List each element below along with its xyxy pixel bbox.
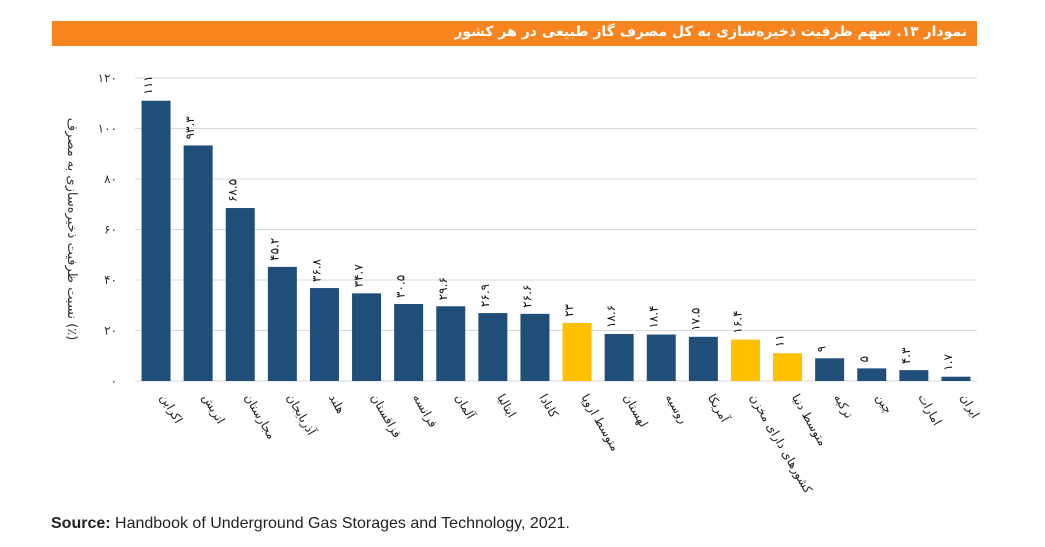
y-axis-label: نسبت ظرفیت ذخیره‌سازی به مصرف (٪) bbox=[64, 118, 79, 341]
bar bbox=[562, 322, 592, 381]
category-label: قزاقستان bbox=[367, 392, 404, 441]
data-label: ۹ bbox=[815, 346, 829, 352]
bar bbox=[688, 336, 718, 381]
data-label: ۵ bbox=[857, 356, 871, 362]
bar bbox=[646, 334, 676, 381]
data-label: ۱۶.۴ bbox=[730, 310, 744, 333]
y-tick-label: ۱۰۰ bbox=[98, 122, 117, 136]
category-label: آمریکا bbox=[704, 391, 733, 426]
bar bbox=[730, 339, 760, 381]
category-label: فرانسه bbox=[409, 392, 440, 431]
category-label: چین bbox=[872, 392, 895, 417]
data-label: ۱۷.۵ bbox=[688, 308, 702, 331]
bar bbox=[941, 376, 971, 381]
source-text: Handbook of Underground Gas Storages and… bbox=[115, 515, 570, 532]
category-label: روسیه bbox=[662, 392, 691, 427]
source-label: Source: bbox=[51, 515, 111, 532]
category-label: لهستان bbox=[621, 392, 651, 430]
bar bbox=[815, 358, 845, 381]
data-label: ۲۹.۶ bbox=[436, 277, 450, 300]
data-label: ۲۳ bbox=[562, 303, 576, 316]
y-tick-label: ۶۰ bbox=[104, 223, 117, 237]
category-label: مجارستان bbox=[241, 392, 279, 443]
bar bbox=[141, 100, 171, 381]
category-label: اکراین bbox=[157, 392, 186, 427]
y-tick-label: ۰ bbox=[111, 374, 117, 388]
bar bbox=[604, 334, 634, 381]
data-label: ۴.۳ bbox=[899, 347, 913, 364]
data-label: ۱۸.۴ bbox=[646, 305, 660, 328]
bar bbox=[183, 145, 213, 381]
bar bbox=[394, 303, 424, 381]
bar bbox=[478, 313, 508, 381]
bar bbox=[267, 266, 297, 381]
data-label: ۲۶.۹ bbox=[478, 284, 492, 307]
category-label: ایتالیا bbox=[494, 392, 519, 421]
category-label: آذربایجان bbox=[283, 391, 320, 439]
data-label: ۱۱ bbox=[773, 334, 787, 347]
category-label: متوسط دنیا bbox=[788, 392, 830, 449]
y-tick-label: ۴۰ bbox=[104, 273, 117, 287]
bar bbox=[520, 313, 550, 381]
data-label: ۲۶.۶ bbox=[520, 285, 534, 308]
bar bbox=[225, 208, 255, 381]
data-label: ۹۳.۳ bbox=[183, 116, 197, 140]
bar bbox=[899, 370, 929, 381]
y-tick-label: ۸۰ bbox=[104, 172, 117, 186]
data-label: ۱۸.۶ bbox=[604, 305, 618, 328]
data-label: ۱.۷ bbox=[941, 353, 955, 370]
category-label: امارات bbox=[914, 392, 944, 429]
bar bbox=[352, 293, 382, 381]
data-label: ۳۴.۷ bbox=[352, 264, 366, 288]
data-label: ۳۶.۸ bbox=[309, 258, 323, 282]
source-note: Source: Handbook of Underground Gas Stor… bbox=[51, 515, 570, 533]
bar-chart: ۰ ۲۰ ۴۰ ۶۰ ۸۰ ۱۰۰ ۱۲۰ نسبت ظرفیت ذخیره‌سازی به … bbox=[64, 71, 982, 496]
category-label: متوسط اروپا bbox=[578, 392, 623, 454]
category-label: اتریش bbox=[199, 392, 228, 427]
data-label: ۳۰.۵ bbox=[394, 275, 408, 298]
chart-title-bar: نمودار ۱۳. سهم ظرفیت ذخیره‌سازی به کل مص… bbox=[52, 21, 977, 46]
category-label: ایران bbox=[956, 392, 982, 422]
bar bbox=[857, 368, 887, 381]
bar bbox=[436, 306, 466, 381]
category-label: هلند bbox=[326, 392, 348, 417]
bar bbox=[309, 288, 339, 381]
data-label: ۴۵.۲ bbox=[267, 238, 281, 261]
chart-title: نمودار ۱۳. سهم ظرفیت ذخیره‌سازی به کل مص… bbox=[454, 24, 967, 40]
category-label: کانادا bbox=[536, 392, 561, 421]
category-label: آلمان bbox=[452, 391, 479, 422]
category-label: ترکیه bbox=[830, 392, 856, 422]
data-label: ۱۱۱ bbox=[141, 75, 155, 94]
y-tick-label: ۲۰ bbox=[104, 324, 117, 338]
y-tick-label: ۱۲۰ bbox=[98, 71, 117, 85]
data-label: ۶۸.۵ bbox=[225, 179, 239, 202]
bar bbox=[773, 353, 803, 381]
